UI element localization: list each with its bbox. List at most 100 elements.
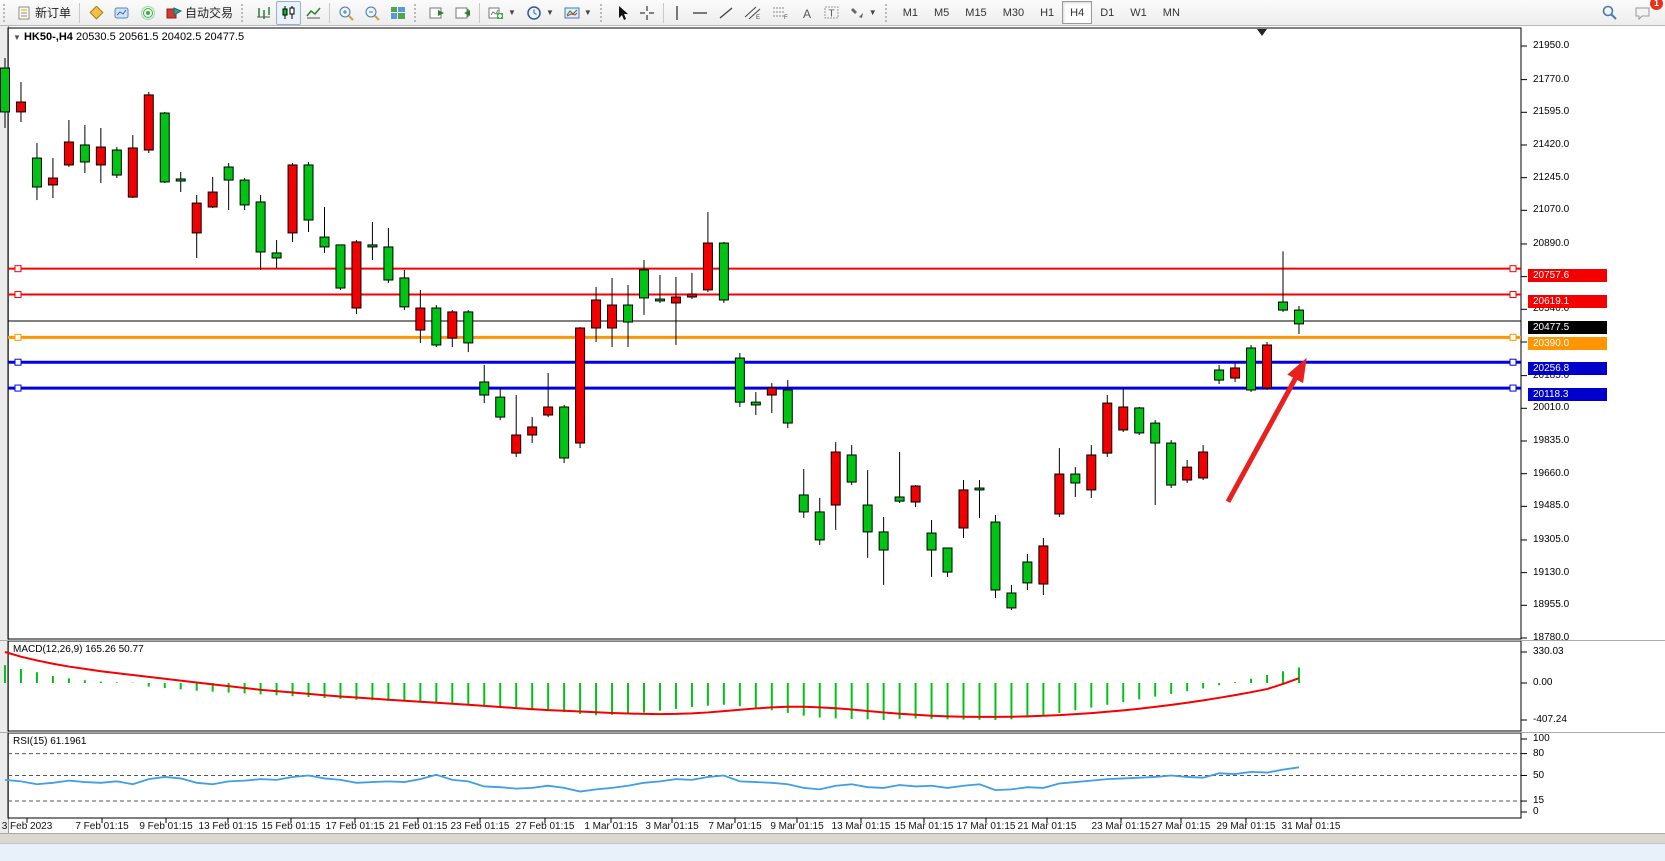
annotation-arrow[interactable]: [1225, 368, 1303, 503]
signal-button[interactable]: [135, 1, 161, 25]
template-button[interactable]: ▼: [559, 1, 597, 25]
cursor-button[interactable]: [610, 1, 634, 25]
channel-button[interactable]: E: [739, 1, 767, 25]
candle-body: [607, 304, 618, 329]
timeframe-button-m1[interactable]: M1: [902, 6, 918, 19]
candle-body: [1118, 406, 1129, 431]
time-axis-label: 9 Feb 01:15: [139, 821, 193, 832]
price-tick-label: 20010.0: [1533, 402, 1570, 414]
timeframe-button-d1[interactable]: D1: [1100, 6, 1115, 19]
hline-handle[interactable]: [14, 291, 22, 299]
candle-body: [415, 307, 426, 331]
chevron-down-icon: ▼: [545, 8, 554, 17]
chart-symbol-period: HK50-,H4: [23, 31, 73, 43]
text-label-button[interactable]: T: [819, 1, 845, 25]
candle-body: [670, 296, 681, 304]
hline-handle[interactable]: [14, 384, 22, 392]
market-watch-button[interactable]: [83, 1, 109, 25]
candlestick-chart-button[interactable]: [276, 0, 302, 25]
zoom-in-button[interactable]: [333, 1, 359, 25]
annotation-arrow-head[interactable]: [1287, 357, 1307, 384]
chat-icon: [1634, 5, 1652, 21]
price-tick-label: 19130.0: [1533, 566, 1570, 578]
new-order-button[interactable]: 新订单: [13, 1, 76, 25]
candle-body: [686, 293, 697, 298]
svg-text:T: T: [828, 9, 834, 20]
new-chart-button[interactable]: ▼: [483, 1, 521, 25]
one-click-collapse-icon[interactable]: ▼: [13, 33, 21, 42]
candle-body: [990, 521, 1001, 591]
candle-body: [367, 244, 378, 248]
timeframe-button-m15[interactable]: M15: [965, 6, 987, 19]
hline-handle[interactable]: [1509, 358, 1517, 366]
candle-body: [111, 149, 122, 176]
hline-handle[interactable]: [14, 358, 22, 366]
autotrading-icon: [166, 6, 183, 20]
toolbar-grip[interactable]: [3, 3, 10, 22]
time-axis-label: 15 Feb 01:15: [261, 821, 321, 832]
signal-icon: [140, 5, 156, 20]
candle-body: [926, 532, 937, 551]
candle-body: [79, 144, 90, 163]
candle-body: [1262, 344, 1273, 389]
period-button[interactable]: ▼: [521, 1, 559, 25]
hline-handle[interactable]: [14, 265, 22, 273]
candle-body: [654, 298, 665, 302]
rsi-tick-label: 50: [1533, 769, 1545, 781]
candle-body: [1086, 454, 1097, 491]
data-window-button[interactable]: [109, 1, 135, 25]
timeframe-button-mn[interactable]: MN: [1162, 6, 1180, 19]
notifications-button[interactable]: 1: [1629, 0, 1663, 25]
main-toolbar: 新订单 自动交易 ▼ ▼ ▼ E F A T ▼ M1 M5 M15 M30 H1 H4 D…: [0, 0, 1665, 26]
text-label-icon: T: [824, 5, 840, 20]
candle-body: [1150, 422, 1161, 444]
autotrading-button[interactable]: 自动交易: [161, 1, 238, 25]
chart-window[interactable]: ▼ HK50-,H4 20530.5 20561.5 20402.5 20477…: [0, 26, 1665, 861]
horizontal-line-button[interactable]: [687, 1, 713, 25]
search-button[interactable]: [1596, 1, 1623, 25]
hline-handle[interactable]: [1509, 333, 1517, 341]
candle-body: [878, 531, 889, 551]
line-chart-button[interactable]: [301, 1, 326, 25]
text-button[interactable]: A: [795, 1, 819, 25]
hline-handle[interactable]: [1509, 291, 1517, 299]
zoom-out-button[interactable]: [359, 1, 385, 25]
trendline-button[interactable]: [713, 1, 739, 25]
time-axis-label: 15 Mar 01:15: [894, 821, 954, 832]
candle-body: [63, 141, 74, 166]
tile-windows-button[interactable]: [385, 1, 411, 25]
shapes-button[interactable]: ▼: [845, 1, 882, 25]
price-line-chip: 20619.1: [1528, 294, 1607, 308]
candle-body: [335, 244, 346, 289]
timeframe-button-m30[interactable]: M30: [1002, 6, 1025, 19]
rsi-tick-label: 0: [1533, 806, 1539, 817]
cascade-charts-button[interactable]: [450, 1, 476, 25]
candlestick-icon: [281, 5, 296, 20]
timeframe-button-h4[interactable]: H4: [1062, 1, 1093, 24]
new-order-icon: [18, 6, 32, 20]
hline-handle[interactable]: [14, 333, 22, 341]
candle-body: [239, 179, 250, 206]
arrange-charts-button[interactable]: [424, 1, 450, 25]
time-axis-label: 7 Mar 01:15: [708, 821, 762, 832]
cursor-icon: [615, 5, 629, 21]
crosshair-button[interactable]: [634, 1, 660, 25]
vertical-line-button[interactable]: [667, 1, 687, 25]
timeframe-button-w1[interactable]: W1: [1130, 6, 1147, 19]
fibonacci-button[interactable]: F: [767, 1, 795, 25]
chart-canvas[interactable]: [0, 26, 1665, 833]
status-bar: [0, 833, 1665, 861]
time-axis-label: 3 Feb 2023: [1, 821, 53, 832]
macd-tick-label: 330.03: [1533, 646, 1564, 657]
time-axis-label: 9 Mar 01:15: [770, 821, 824, 832]
candle-body: [95, 146, 106, 166]
hline-handle[interactable]: [1509, 265, 1517, 273]
template-icon: [564, 6, 580, 20]
candle-body: [399, 277, 410, 308]
new-order-label: 新订单: [35, 6, 72, 20]
bar-chart-button[interactable]: [251, 1, 276, 25]
timeframe-button-h1[interactable]: H1: [1040, 6, 1055, 19]
hline-handle[interactable]: [1509, 384, 1517, 392]
timeframe-group: M1 M5 M15 M30 H1 H4 D1 W1 MN: [895, 1, 1188, 24]
timeframe-button-m5[interactable]: M5: [934, 6, 950, 19]
